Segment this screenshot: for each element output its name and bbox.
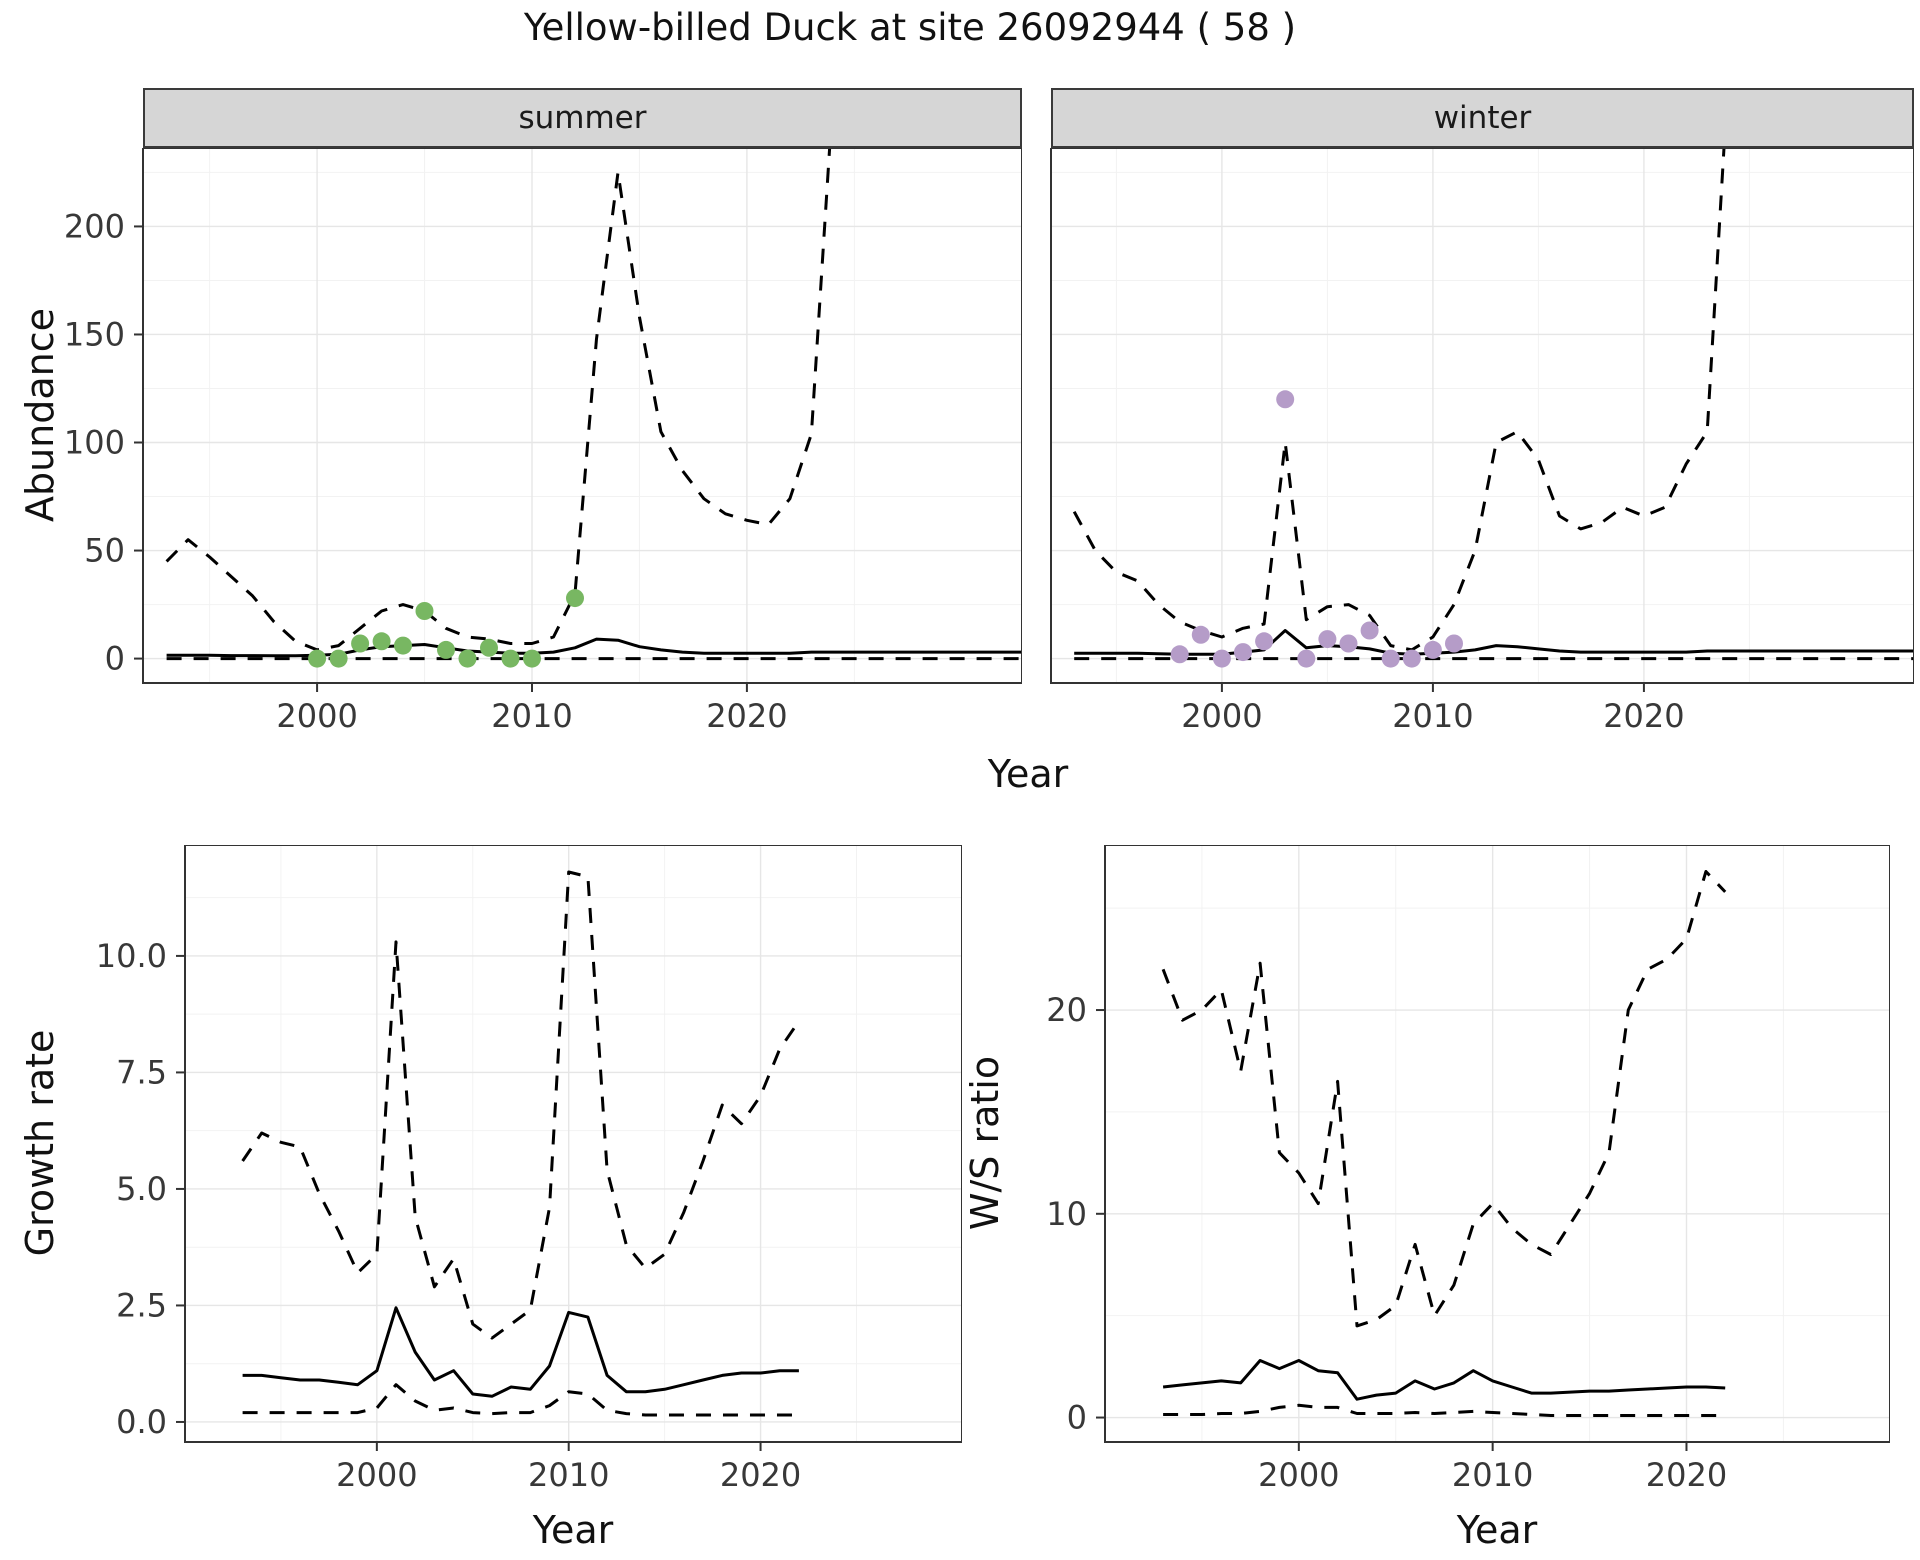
y-tick-label: 10 [1046,1195,1087,1233]
winter-observation-point [1212,649,1231,668]
facet-strip-winter-label: winter [1433,100,1532,136]
x-tick-label: 2010 [528,1456,609,1494]
winter-observation-point [1423,640,1442,659]
summer-observation-point [372,632,391,651]
series-upper-ci [165,148,832,652]
summer-observation-point [437,640,455,659]
series-median [242,1306,799,1398]
series-lower-ci [242,1383,799,1417]
facet-strip-summer: summer [143,88,1022,148]
x-tick-label: 2020 [706,697,787,735]
summer-observation-point [523,649,541,668]
winter-observation-point [1297,649,1316,668]
y-tick-label: 50 [84,532,125,570]
winter-observation-point [1276,390,1295,409]
winter-observation-point [1191,625,1210,644]
y-axis-title-abundance: Abundance [18,307,62,523]
summer-observation-point [351,634,370,653]
x-axis-title-year-bottom-right: Year [1456,1508,1538,1552]
winter-observation-point [1445,634,1463,653]
summer-observation-point [394,636,412,655]
winter-observation-point [1402,649,1421,668]
x-tick-label: 2020 [1646,1456,1727,1494]
chart-growth-rate: 2000 2010 2020 0.0 2.5 5.0 7.5 10.0 [96,844,963,1494]
y-tick-label: 20 [1046,991,1087,1029]
summer-observation-point [329,649,348,668]
winter-observation-point [1318,630,1337,649]
x-tick-label: 2020 [720,1456,801,1494]
y-axis-title-ws-ratio: W/S ratio [963,1055,1007,1231]
y-tick-label: 7.5 [116,1053,167,1091]
panel-abundance-winter: 2000 2010 2020 [1041,147,1915,749]
y-tick-label: 150 [64,315,125,353]
x-tick-label: 2010 [1452,1456,1533,1494]
x-tick-label: 2010 [491,697,572,735]
x-tick-label: 2020 [1603,697,1684,735]
y-tick-label: 100 [64,424,125,462]
y-tick-label: 0 [1067,1399,1087,1437]
summer-observation-point [458,649,477,668]
x-tick-label: 2010 [1392,697,1473,735]
x-tick-label: 2000 [1181,697,1262,735]
panel-growth-rate: 2000 2010 2020 0.0 2.5 5.0 7.5 10.0 [85,844,963,1508]
summer-observation-point [501,649,520,668]
series-upper-ci [241,870,801,1340]
chart-ws-ratio: 2000 2010 2020 0 10 20 [1046,844,1891,1494]
x-axis-title-year-top: Year [987,752,1069,796]
x-tick-label: 2000 [1258,1456,1339,1494]
summer-observation-point [480,638,498,657]
chart-abundance-summer: 2000 2010 2020 0 50 100 150 200 [64,147,1023,735]
y-tick-label: 200 [64,207,125,245]
y-tick-label: 5.0 [116,1170,167,1208]
y-tick-label: 2.5 [116,1286,167,1324]
x-axis-title-year-bottom-left: Year [532,1508,614,1552]
winter-observation-point [1360,621,1379,640]
series-median [1162,1359,1726,1401]
x-tick-label: 2000 [336,1456,417,1494]
series-median [166,637,1022,658]
winter-observation-point [1381,649,1400,668]
y-tick-label: 0.0 [116,1403,167,1441]
y-tick-label: 0 [105,640,125,678]
chart-abundance-winter: 2000 2010 2020 [1050,147,1915,735]
y-tick-label: 10.0 [96,937,167,975]
y-axis-title-growth-rate: Growth rate [18,1029,62,1257]
winter-observation-point [1255,632,1274,651]
x-tick-label: 2000 [276,697,357,735]
summer-observation-point [308,649,327,668]
panel-ws-ratio: 2000 2010 2020 0 10 20 [1020,844,1891,1508]
winter-observation-point [1234,643,1252,662]
facet-strip-winter: winter [1051,88,1914,148]
panel-abundance-summer: 2000 2010 2020 0 50 100 150 200 [48,147,1023,749]
series-lower-ci [1163,1403,1726,1417]
figure-title: Yellow-billed Duck at site 26092944 ( 58… [523,6,1297,49]
summer-observation-point [415,602,434,620]
series-upper-ci [1161,870,1727,1328]
summer-observation-point [566,589,584,608]
winter-observation-point [1170,645,1189,664]
winter-observation-point [1339,634,1358,653]
facet-strip-summer-label: summer [518,100,647,136]
